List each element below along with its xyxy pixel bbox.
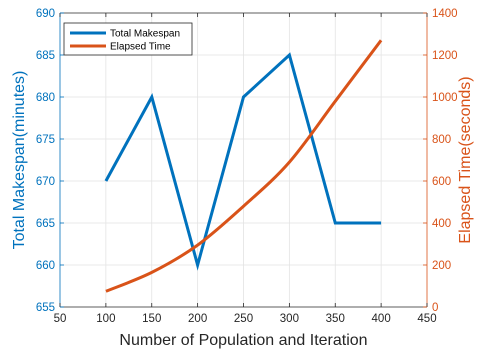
left-y-tick-label: 675 — [36, 134, 55, 146]
x-tick-label: 100 — [96, 313, 115, 325]
right-y-tick-label: 800 — [432, 134, 451, 146]
left-y-tick-label: 660 — [36, 260, 55, 272]
x-tick-label: 50 — [54, 313, 67, 325]
left-y-tick-labels: 655 660 665 670 675 680 685 690 — [36, 8, 55, 314]
left-y-tick-label: 690 — [36, 8, 55, 20]
x-tick-labels: 50 100 150 200 250 300 350 400 450 — [54, 313, 437, 325]
x-tick-label: 150 — [142, 313, 161, 325]
right-y-tick-labels: 0 200 400 600 800 1000 1200 1400 — [432, 8, 458, 314]
right-y-axis-title: Elapsed Time(seconds) — [457, 76, 474, 243]
left-y-tick-label: 680 — [36, 92, 55, 104]
legend-label-total-makespan: Total Makespan — [110, 29, 180, 40]
right-y-tick-label: 400 — [432, 218, 451, 230]
legend-label-elapsed-time: Elapsed Time — [110, 42, 171, 53]
axes — [59, 12, 428, 308]
series-line-elapsed-time — [105, 39, 383, 293]
left-y-axis-title: Total Makespan(minutes) — [11, 71, 28, 250]
x-tick-label: 400 — [372, 313, 391, 325]
right-y-tick-label: 200 — [432, 260, 451, 272]
x-tick-label: 300 — [280, 313, 299, 325]
x-tick-label: 250 — [234, 313, 253, 325]
left-y-tick-label: 665 — [36, 218, 55, 230]
left-y-tick-label: 670 — [36, 176, 55, 188]
series-line-total-makespan — [104, 52, 382, 271]
left-y-tick-label: 655 — [36, 302, 55, 314]
x-tick-label: 200 — [188, 313, 207, 325]
grid-lines — [60, 13, 427, 307]
left-y-tick-label: 685 — [36, 50, 55, 62]
x-tick-label: 450 — [417, 313, 436, 325]
right-y-tick-label: 1400 — [432, 8, 458, 20]
right-y-tick-label: 1200 — [432, 50, 458, 62]
x-tick-label: 350 — [326, 313, 345, 325]
right-y-tick-label: 600 — [432, 176, 451, 188]
x-axis-title: Number of Population and Iteration — [119, 332, 367, 349]
legend-box — [63, 22, 193, 56]
legend: Total Makespan Elapsed Time — [63, 22, 193, 56]
right-y-tick-label: 0 — [432, 302, 438, 314]
right-y-tick-label: 1000 — [432, 92, 458, 104]
series-lines — [104, 39, 383, 293]
